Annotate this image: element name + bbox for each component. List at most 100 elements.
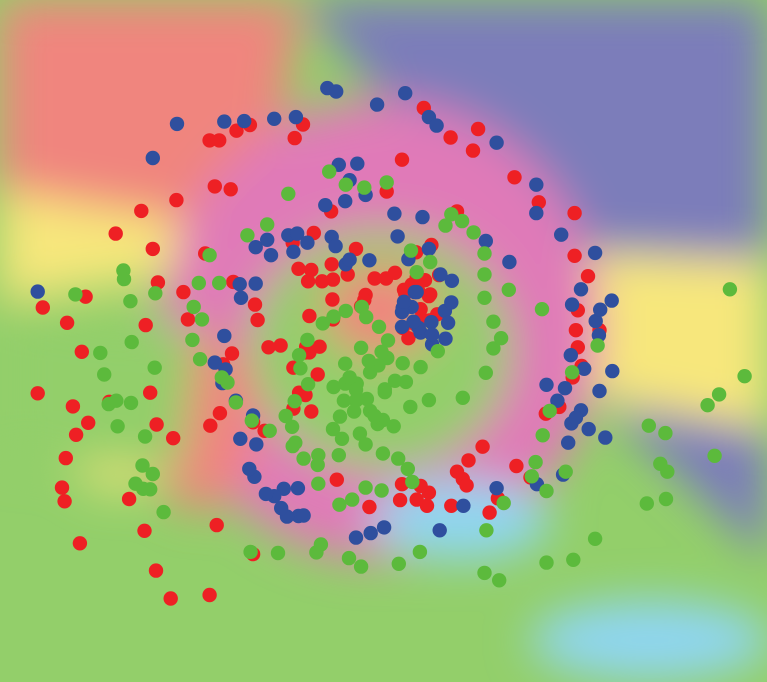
data-point [270, 545, 286, 561]
data-point [374, 344, 389, 359]
data-point [711, 387, 727, 402]
data-point [535, 428, 550, 443]
data-point [502, 254, 517, 270]
data-point [478, 233, 493, 249]
data-point [286, 244, 301, 259]
data-point [377, 385, 392, 400]
data-point [403, 243, 419, 258]
data-point [156, 504, 171, 520]
data-point [57, 494, 72, 509]
data-point [438, 218, 453, 233]
data-point [202, 587, 217, 603]
data-point [387, 206, 402, 221]
data-point [398, 374, 414, 390]
data-point [338, 194, 353, 209]
data-point [147, 360, 162, 375]
data-point [465, 143, 481, 158]
data-point [145, 241, 160, 257]
data-point [329, 84, 344, 99]
data-point [507, 170, 522, 185]
data-point [65, 399, 81, 414]
data-point [459, 478, 474, 493]
data-point [346, 404, 362, 419]
data-point [315, 316, 330, 331]
data-point [367, 271, 382, 286]
data-point [386, 419, 401, 434]
data-point [72, 536, 88, 551]
data-point [486, 314, 501, 329]
data-point [329, 472, 344, 487]
data-point [722, 282, 738, 297]
data-point [302, 308, 317, 324]
data-point [109, 393, 124, 408]
data-point [367, 408, 382, 424]
data-point [143, 385, 158, 400]
data-point [186, 299, 201, 315]
data-point [191, 275, 206, 291]
data-point [237, 113, 252, 129]
data-point [501, 282, 516, 297]
data-point [454, 213, 470, 229]
data-point [318, 198, 333, 213]
data-point [233, 290, 249, 305]
data-point [374, 483, 389, 498]
region-patch [0, 300, 200, 470]
data-point [209, 517, 224, 533]
data-point [493, 331, 509, 346]
data-point [176, 284, 191, 300]
data-point [326, 309, 341, 324]
data-point [145, 150, 160, 166]
data-point [534, 302, 550, 317]
data-point [482, 505, 497, 520]
data-point [423, 254, 438, 270]
data-point [30, 386, 45, 401]
data-point [296, 451, 311, 466]
data-point [477, 246, 492, 261]
data-point [336, 393, 352, 408]
data-point [387, 373, 403, 388]
series-2 [68, 164, 752, 588]
data-point [110, 419, 125, 434]
data-point [424, 327, 440, 342]
data-point [74, 344, 90, 359]
data-point [68, 287, 83, 302]
data-point [391, 556, 406, 571]
data-point [554, 227, 569, 242]
data-point [539, 483, 554, 499]
data-point [54, 480, 70, 495]
data-point [492, 573, 507, 588]
data-point [359, 391, 375, 407]
data-point [348, 241, 364, 257]
data-point [93, 345, 108, 361]
data-point [658, 425, 673, 441]
data-point [123, 294, 138, 309]
data-point [380, 333, 396, 348]
data-point [592, 383, 607, 399]
data-point [314, 274, 330, 289]
data-point [261, 340, 276, 355]
data-point [577, 361, 592, 376]
data-point [325, 421, 341, 437]
data-point [528, 454, 543, 470]
data-point [345, 492, 360, 507]
data-point [700, 398, 715, 413]
data-point [432, 523, 447, 538]
data-point [563, 348, 578, 363]
data-point [394, 319, 410, 334]
data-point [263, 248, 279, 263]
data-point [580, 269, 596, 284]
data-point [391, 451, 406, 466]
data-point [405, 474, 420, 490]
data-point [135, 458, 150, 473]
data-point [412, 544, 428, 560]
data-point [361, 353, 376, 369]
data-point [326, 379, 341, 395]
data-point [137, 429, 153, 444]
data-point [658, 491, 674, 507]
data-point [325, 292, 340, 307]
data-point [379, 175, 394, 190]
data-point [331, 448, 346, 463]
data-point [304, 404, 319, 419]
data-point [478, 365, 493, 380]
